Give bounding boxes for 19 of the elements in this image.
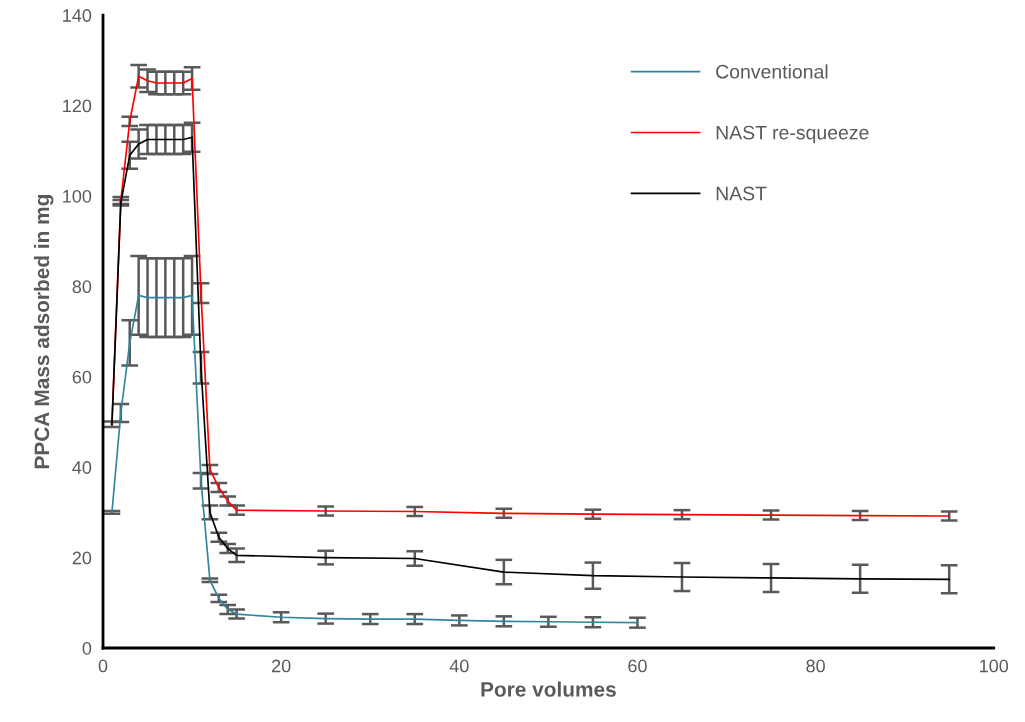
y-tick-label: 40	[72, 461, 92, 474]
y-tick-label: 80	[72, 280, 92, 294]
x-tick-label: 60	[628, 659, 647, 673]
y-axis-title: PPCA Mass adsorbed in mg	[33, 195, 54, 469]
legend-label: NAST re-squeeze	[716, 125, 869, 144]
x-tick-label: 0	[98, 659, 108, 673]
y-tick-label: 120	[63, 99, 92, 113]
x-tick-label: 100	[980, 659, 1009, 673]
x-tick-label: 40	[449, 659, 469, 673]
legend-label: NAST	[716, 186, 767, 201]
y-tick-label: 140	[63, 9, 92, 22]
legend-label: Conventional	[716, 64, 828, 79]
y-tick-label: 100	[63, 189, 92, 203]
x-tick-label: 20	[272, 659, 291, 673]
x-tick-label: 80	[806, 659, 825, 673]
y-tick-label: 60	[72, 370, 92, 384]
x-axis-title: Pore volumes	[481, 681, 616, 697]
y-tick-label: 0	[82, 641, 92, 655]
y-tick-label: 20	[72, 551, 92, 565]
